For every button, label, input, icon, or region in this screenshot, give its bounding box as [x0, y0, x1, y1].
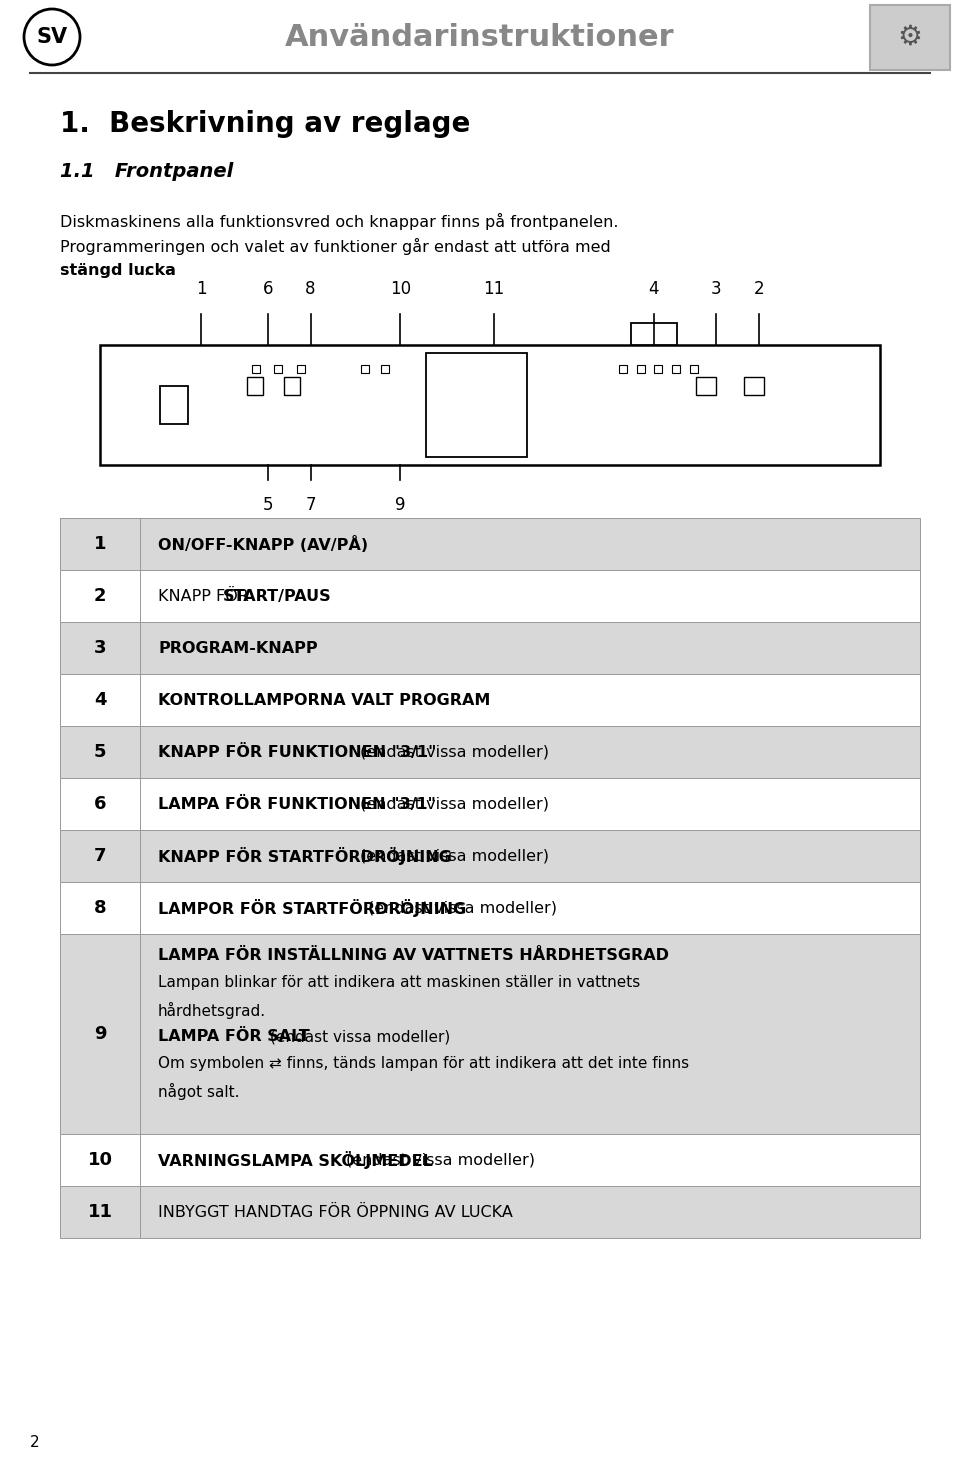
Text: PROGRAM-KNAPP: PROGRAM-KNAPP — [158, 640, 318, 655]
Bar — [655, 364, 662, 373]
Text: SV: SV — [36, 26, 67, 47]
Text: 5: 5 — [94, 743, 107, 761]
Bar — [60, 881, 920, 934]
Bar — [160, 386, 188, 425]
Text: 7: 7 — [305, 497, 316, 514]
Bar — [744, 378, 764, 395]
Text: 2: 2 — [94, 588, 107, 605]
Text: 9: 9 — [94, 1025, 107, 1043]
Bar — [60, 830, 920, 881]
Bar — [60, 934, 920, 1134]
Text: KNAPP FÖR STARTFÖRDRÖJNING: KNAPP FÖR STARTFÖRDRÖJNING — [158, 848, 458, 865]
Bar — [426, 353, 527, 457]
Bar — [252, 364, 260, 373]
Text: VARNINGSLAMPA SKÖLJMEDEL: VARNINGSLAMPA SKÖLJMEDEL — [158, 1152, 439, 1169]
Text: Lampan blinkar för att indikera att maskinen ställer in vattnets: Lampan blinkar för att indikera att mask… — [158, 975, 640, 990]
Bar — [60, 570, 920, 621]
Text: Om symbolen ⇄ finns, tänds lampan för att indikera att det inte finns: Om symbolen ⇄ finns, tänds lampan för at… — [158, 1056, 689, 1071]
Text: stängd lucka: stängd lucka — [60, 263, 176, 278]
Text: KNAPP FÖR FUNKTIONEN "3/1": KNAPP FÖR FUNKTIONEN "3/1" — [158, 743, 442, 759]
Text: 5: 5 — [262, 497, 273, 514]
Bar — [100, 345, 880, 466]
Text: hårdhetsgrad.: hårdhetsgrad. — [158, 1002, 266, 1019]
Bar — [636, 364, 644, 373]
Bar — [60, 519, 920, 570]
Text: (endast vissa modeller): (endast vissa modeller) — [361, 796, 549, 811]
Bar — [60, 1134, 920, 1185]
Text: (endast vissa modeller): (endast vissa modeller) — [346, 1153, 535, 1168]
Text: (endast vissa modeller): (endast vissa modeller) — [271, 1028, 451, 1044]
Text: INBYGGT HANDTAG FÖR ÖPPNING AV LUCKA: INBYGGT HANDTAG FÖR ÖPPNING AV LUCKA — [158, 1205, 513, 1219]
Bar — [60, 726, 920, 779]
Bar — [60, 621, 920, 674]
Text: 3: 3 — [711, 281, 722, 298]
Text: 1: 1 — [196, 281, 206, 298]
Text: något salt.: något salt. — [158, 1083, 239, 1100]
Text: 2: 2 — [754, 281, 764, 298]
Text: 11: 11 — [87, 1203, 112, 1221]
Bar — [60, 779, 920, 830]
Text: 10: 10 — [87, 1152, 112, 1169]
Text: (endast vissa modeller): (endast vissa modeller) — [361, 849, 549, 864]
Bar — [618, 364, 627, 373]
Bar — [60, 674, 920, 726]
Bar — [60, 881, 920, 934]
Text: (endast vissa modeller): (endast vissa modeller) — [368, 900, 557, 915]
Text: 1: 1 — [94, 535, 107, 552]
Text: LAMPA FÖR FUNKTIONEN "3/1": LAMPA FÖR FUNKTIONEN "3/1" — [158, 796, 442, 812]
Text: Diskmaskinens alla funktionsvred och knappar finns på frontpanelen.: Diskmaskinens alla funktionsvred och kna… — [60, 213, 618, 231]
Text: 1.1   Frontpanel: 1.1 Frontpanel — [60, 162, 233, 181]
Text: 8: 8 — [94, 899, 107, 917]
Bar — [672, 364, 681, 373]
Bar — [60, 1185, 920, 1238]
Text: Programmeringen och valet av funktioner går endast att utföra med: Programmeringen och valet av funktioner … — [60, 238, 611, 256]
Text: 4: 4 — [94, 690, 107, 710]
Circle shape — [24, 9, 80, 65]
Text: Användarinstruktioner: Användarinstruktioner — [285, 22, 675, 51]
Text: KNAPP FÖR: KNAPP FÖR — [158, 589, 254, 604]
Bar — [247, 378, 263, 395]
Bar — [274, 364, 282, 373]
Text: ⚙: ⚙ — [898, 24, 923, 51]
Bar — [298, 364, 305, 373]
Bar — [381, 364, 389, 373]
Text: 4: 4 — [649, 281, 660, 298]
Text: 8: 8 — [305, 281, 316, 298]
Text: 10: 10 — [390, 281, 411, 298]
Text: KONTROLLAMPORNA VALT PROGRAM: KONTROLLAMPORNA VALT PROGRAM — [158, 692, 491, 708]
Bar — [60, 779, 920, 830]
Bar — [60, 674, 920, 726]
Text: 6: 6 — [94, 795, 107, 812]
Bar — [60, 1185, 920, 1238]
Bar — [60, 621, 920, 674]
Text: LAMPA FÖR SALT: LAMPA FÖR SALT — [158, 1028, 316, 1044]
Text: 3: 3 — [94, 639, 107, 657]
Text: 1.  Beskrivning av reglage: 1. Beskrivning av reglage — [60, 110, 470, 138]
Bar — [690, 364, 698, 373]
Text: LAMPOR FÖR STARTFÖRDRÖJNING: LAMPOR FÖR STARTFÖRDRÖJNING — [158, 899, 472, 917]
Bar — [284, 378, 300, 395]
Bar — [60, 570, 920, 621]
Text: (endast vissa modeller): (endast vissa modeller) — [361, 745, 549, 759]
Text: LAMPA FÖR INSTÄLLNING AV VATTNETS HÅRDHETSGRAD: LAMPA FÖR INSTÄLLNING AV VATTNETS HÅRDHE… — [158, 948, 669, 964]
Text: 6: 6 — [262, 281, 273, 298]
Text: 7: 7 — [94, 848, 107, 865]
Bar — [631, 323, 677, 345]
Bar — [696, 378, 716, 395]
Text: 2: 2 — [30, 1435, 39, 1450]
Text: .: . — [143, 263, 148, 278]
Bar — [870, 4, 950, 71]
Text: 9: 9 — [396, 497, 405, 514]
Bar — [60, 830, 920, 881]
Bar — [60, 519, 920, 570]
Text: 11: 11 — [483, 281, 505, 298]
Bar — [60, 1134, 920, 1185]
Text: ON/OFF-KNAPP (AV/PÅ): ON/OFF-KNAPP (AV/PÅ) — [158, 536, 368, 552]
Text: START/PAUS: START/PAUS — [223, 589, 331, 604]
Bar — [60, 726, 920, 779]
Bar — [361, 364, 370, 373]
Bar — [60, 934, 920, 1134]
